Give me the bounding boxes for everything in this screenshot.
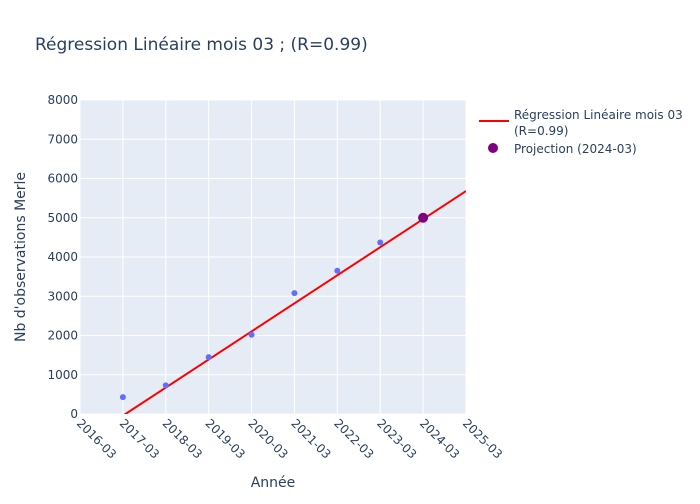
legend-marker-projection bbox=[488, 143, 498, 153]
observation-point bbox=[377, 239, 384, 246]
y-axis-ticks: 0 1000 2000 3000 4000 5000 6000 7000 8000 bbox=[47, 93, 78, 421]
observation-point bbox=[205, 354, 212, 361]
y-tick-label: 6000 bbox=[47, 172, 78, 186]
observation-point bbox=[119, 394, 126, 401]
regression-line-layer bbox=[123, 190, 466, 414]
observation-point bbox=[248, 331, 255, 338]
legend-label-regression-line1[interactable]: Régression Linéaire mois 03 bbox=[514, 108, 683, 122]
y-axis-label: Nb d'observations Merle bbox=[13, 172, 29, 342]
y-tick-label: 1000 bbox=[47, 368, 78, 382]
x-axis-label: Année bbox=[251, 475, 296, 491]
legend-label-projection[interactable]: Projection (2024-03) bbox=[514, 142, 637, 156]
y-tick-label: 4000 bbox=[47, 250, 78, 264]
observation-point bbox=[334, 267, 341, 274]
chart-title: Régression Linéaire mois 03 ; (R=0.99) bbox=[35, 35, 368, 55]
y-tick-label: 7000 bbox=[47, 132, 78, 146]
observation-point bbox=[291, 290, 298, 297]
y-tick-label: 0 bbox=[70, 407, 78, 421]
projection-point bbox=[418, 212, 429, 223]
legend-label-regression-line2[interactable]: (R=0.99) bbox=[514, 124, 568, 138]
y-tick-label: 5000 bbox=[47, 211, 78, 225]
observation-point bbox=[162, 382, 169, 389]
y-tick-label: 8000 bbox=[47, 93, 78, 107]
legend: Régression Linéaire mois 03 (R=0.99) Pro… bbox=[479, 108, 683, 156]
data-points-layer bbox=[119, 212, 429, 401]
grid-layer bbox=[79, 99, 467, 415]
y-tick-label: 3000 bbox=[47, 289, 78, 303]
y-tick-label: 2000 bbox=[47, 329, 78, 343]
regression-line bbox=[123, 190, 466, 414]
